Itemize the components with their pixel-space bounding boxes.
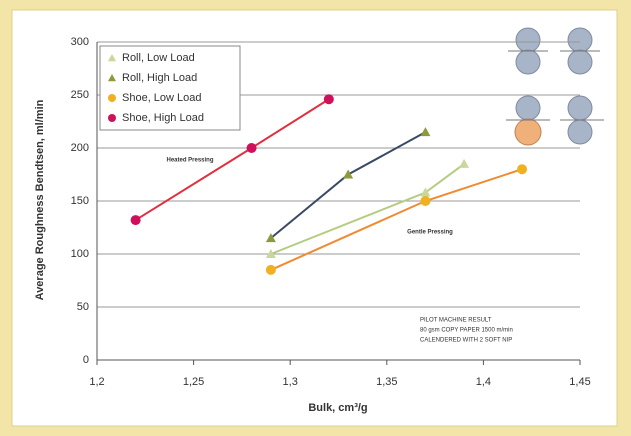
x-tick-label: 1,3 (283, 376, 298, 388)
y-tick-label: 0 (83, 354, 89, 366)
x-tick-label: 1,2 (89, 376, 104, 388)
legend-marker (108, 94, 116, 102)
marker (131, 215, 141, 225)
annotation: Gentle Pressing (407, 230, 453, 236)
y-tick-label: 100 (71, 248, 89, 260)
y-tick-label: 200 (71, 142, 89, 154)
legend-label: Shoe, High Load (122, 112, 204, 124)
y-tick-label: 50 (77, 301, 89, 313)
marker (324, 94, 334, 104)
annotation: Heated Pressing (166, 158, 213, 164)
y-tick-label: 150 (71, 195, 89, 207)
legend-label: Shoe, Low Load (122, 92, 202, 104)
x-tick-label: 1,4 (476, 376, 491, 388)
marker (420, 196, 430, 206)
x-tick-label: 1,35 (376, 376, 397, 388)
y-axis-title: Average Roughness Bendtsen, ml/min (34, 99, 46, 300)
x-tick-label: 1,45 (569, 376, 590, 388)
y-tick-label: 300 (71, 36, 89, 48)
note: CALENDERED WITH 2 SOFT NIP (420, 338, 512, 344)
legend-label: Roll, Low Load (122, 52, 195, 64)
chart: Average Roughness Bendtsen, ml/min Bulk,… (0, 0, 631, 436)
x-tick-label: 1,25 (183, 376, 204, 388)
marker (247, 143, 257, 153)
note: PILOT MACHINE RESULT (420, 318, 492, 324)
x-axis-title: Bulk, cm³/g (308, 402, 367, 414)
legend-label: Roll, High Load (122, 72, 197, 84)
marker (266, 265, 276, 275)
marker (517, 164, 527, 174)
y-tick-label: 250 (71, 89, 89, 101)
note: 80 gsm COPY PAPER 1500 m/min (420, 328, 513, 334)
legend-marker (108, 114, 116, 122)
